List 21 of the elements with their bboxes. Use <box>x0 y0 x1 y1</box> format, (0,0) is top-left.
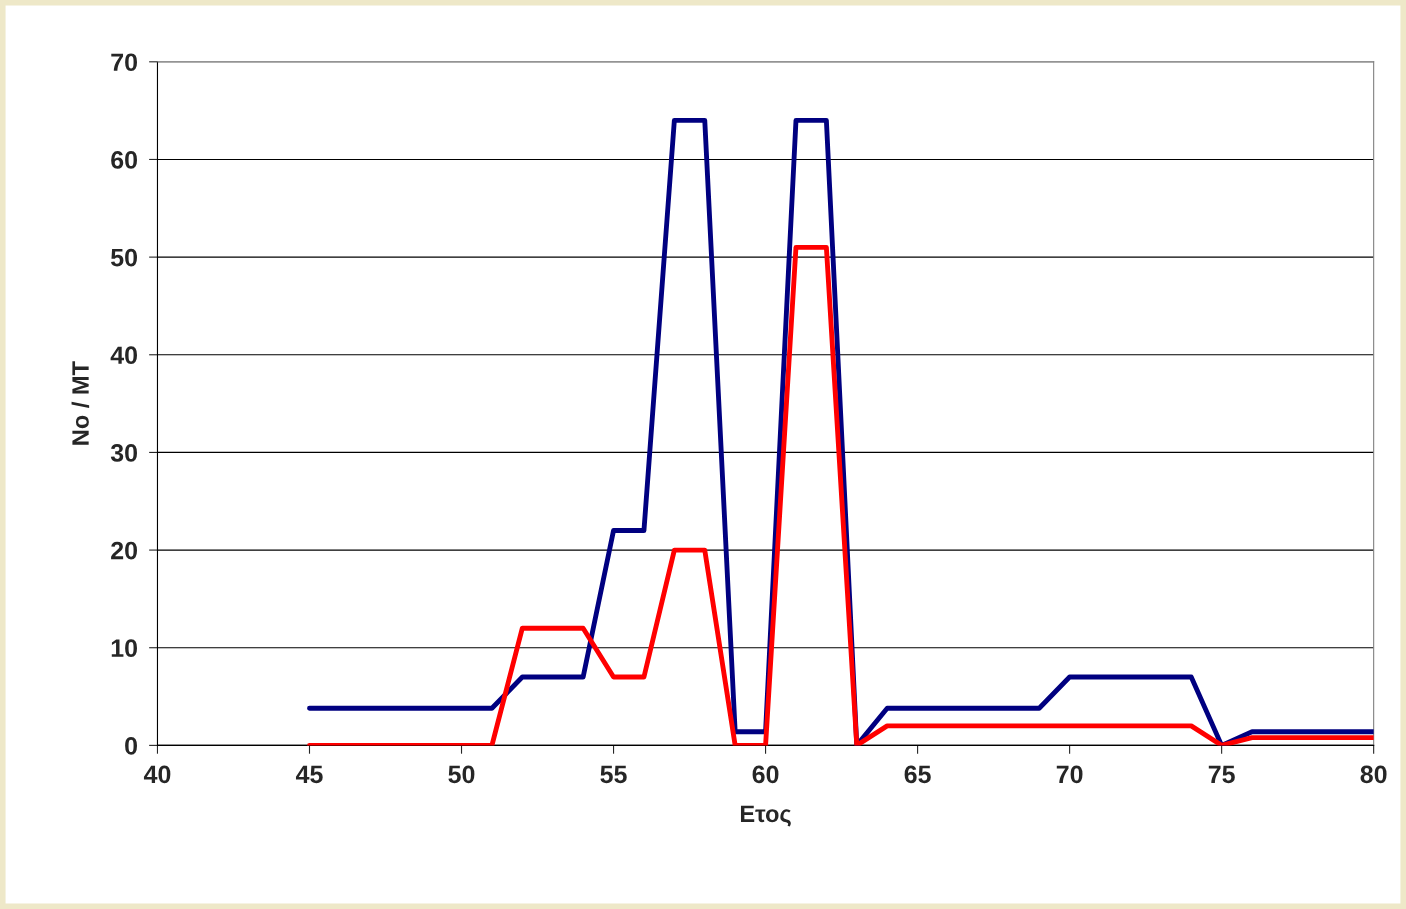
y-tick-label: 70 <box>111 53 138 72</box>
y-tick-label: 20 <box>111 541 138 560</box>
x-tick-label: 65 <box>904 765 931 784</box>
line-series <box>307 244 1374 746</box>
x-tick-label: 80 <box>1360 765 1387 784</box>
x-tick-label: 55 <box>600 765 627 784</box>
x-tick-label: 60 <box>752 765 779 784</box>
y-tick-label: 60 <box>111 151 138 169</box>
y-tick-label: 50 <box>110 248 138 267</box>
line-series <box>307 117 1374 746</box>
y-axis-title: No / MT <box>71 361 90 445</box>
x-axis-title: Ετος <box>740 805 791 827</box>
x-tick-label: 75 <box>1208 765 1235 784</box>
x-tick-label: 50 <box>448 765 475 784</box>
x-tick-label: 45 <box>295 765 323 784</box>
x-tick-label: 40 <box>143 765 171 784</box>
y-tick-label: 10 <box>111 639 138 658</box>
y-tick-label: 30 <box>110 444 138 462</box>
x-tick-label: 70 <box>1056 765 1083 784</box>
y-tick-label: 40 <box>110 346 138 365</box>
y-tick-label: 0 <box>125 736 137 755</box>
